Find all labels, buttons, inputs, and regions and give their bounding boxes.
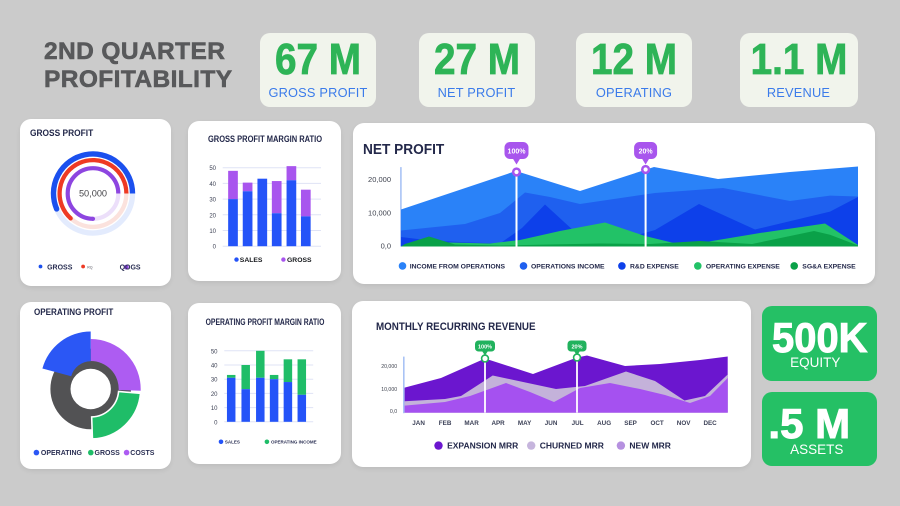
svg-text:AUG: AUG	[597, 420, 611, 427]
svg-text:20%: 20%	[639, 149, 654, 156]
svg-text:20,000: 20,000	[368, 175, 391, 184]
svg-text:JAN: JAN	[412, 420, 425, 427]
svg-text:R&D EXPENSE: R&D EXPENSE	[630, 264, 679, 271]
svg-text:20,000: 20,000	[381, 364, 397, 370]
svg-text:30: 30	[209, 198, 216, 204]
svg-text:SALES: SALES	[240, 257, 263, 264]
svg-text:QOGS: QOGS	[120, 264, 141, 271]
svg-text:0: 0	[214, 420, 218, 426]
svg-text:OPERATING: OPERATING	[41, 450, 83, 457]
svg-text:JUL: JUL	[572, 420, 584, 427]
svg-text:SEP: SEP	[624, 420, 637, 427]
svg-text:MAY: MAY	[518, 420, 532, 427]
svg-text:0: 0	[213, 245, 217, 251]
svg-text:100%: 100%	[508, 149, 527, 156]
svg-text:JUN: JUN	[545, 420, 558, 427]
svg-text:10,000: 10,000	[368, 208, 391, 217]
svg-text:50,000: 50,000	[79, 189, 107, 199]
svg-text:40: 40	[211, 364, 218, 370]
svg-text:50: 50	[209, 166, 216, 172]
svg-text:100%: 100%	[478, 345, 492, 351]
svg-text:OPERATING INCOME: OPERATING INCOME	[271, 440, 317, 445]
svg-text:10: 10	[211, 406, 218, 412]
svg-text:EXPANSION MRR: EXPANSION MRR	[447, 441, 518, 451]
svg-text:MAR: MAR	[464, 420, 479, 427]
svg-text:OPERATING EXPENSE: OPERATING EXPENSE	[706, 264, 780, 271]
svg-text:APR: APR	[491, 420, 505, 427]
svg-text:20: 20	[209, 213, 216, 219]
svg-text:FEB: FEB	[439, 420, 452, 427]
svg-text:30: 30	[211, 378, 218, 384]
svg-text:SG&A EXPENSE: SG&A EXPENSE	[802, 264, 856, 271]
svg-text:RQ: RQ	[87, 266, 93, 270]
svg-text:DEC: DEC	[703, 420, 717, 427]
svg-text:0,0: 0,0	[381, 242, 391, 251]
svg-text:NOV: NOV	[677, 420, 691, 427]
svg-text:GROSS: GROSS	[95, 450, 121, 457]
svg-text:INCOME FROM OPERATIONS: INCOME FROM OPERATIONS	[410, 264, 506, 271]
svg-text:NEW MRR: NEW MRR	[629, 441, 671, 451]
svg-text:50: 50	[211, 349, 218, 355]
svg-text:20: 20	[211, 392, 218, 398]
svg-text:GROSS: GROSS	[47, 264, 73, 271]
svg-text:10,000: 10,000	[381, 387, 397, 393]
svg-text:OCT: OCT	[650, 420, 663, 427]
svg-text:GROSS: GROSS	[287, 257, 312, 264]
svg-text:40: 40	[209, 182, 216, 188]
svg-text:SALES: SALES	[225, 440, 240, 445]
svg-text:10: 10	[209, 229, 216, 235]
svg-text:CHURNED MRR: CHURNED MRR	[540, 441, 604, 451]
svg-text:COSTS: COSTS	[130, 450, 154, 457]
svg-text:OPERATIONS INCOME: OPERATIONS INCOME	[531, 264, 605, 271]
svg-text:0,0: 0,0	[390, 409, 397, 415]
svg-text:20%: 20%	[571, 345, 582, 351]
